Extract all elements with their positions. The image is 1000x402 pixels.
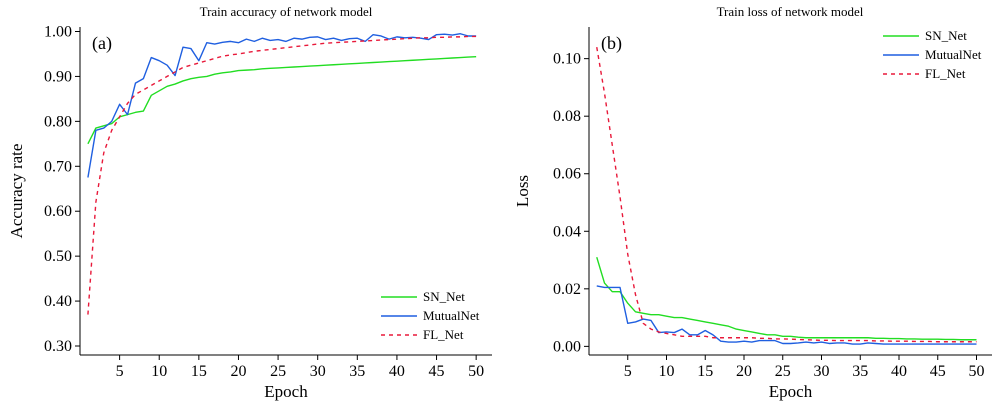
x-tick-label: 40 <box>891 363 907 380</box>
x-tick-label: 15 <box>697 363 713 380</box>
x-tick-label: 15 <box>191 363 207 380</box>
y-tick-label: 0.02 <box>553 281 581 298</box>
x-tick-label: 35 <box>349 363 365 380</box>
x-tick-label: 25 <box>270 363 286 380</box>
y-tick-label: 0.90 <box>44 68 72 85</box>
y-tick-label: 0.30 <box>44 338 72 355</box>
y-tick-label: 0.60 <box>44 203 72 220</box>
x-tick-label: 20 <box>736 363 752 380</box>
x-tick-label: 50 <box>468 363 484 380</box>
series-line-fl-net <box>87 35 477 315</box>
panel-label: (b) <box>601 33 622 54</box>
x-tick-label: 30 <box>310 363 326 380</box>
legend: SN_Net MutualNet FL_Net <box>381 289 480 342</box>
x-tick-label: 5 <box>116 363 124 380</box>
legend-label: FL_Net <box>925 66 966 81</box>
panel-label: (a) <box>92 33 112 54</box>
y-tick-label: 0.08 <box>553 108 581 125</box>
y-axis-label: Accuracy rate <box>7 144 26 239</box>
legend-label: MutualNet <box>925 47 982 62</box>
legend-label: SN_Net <box>423 289 465 304</box>
y-tick-label: 1.00 <box>44 23 72 40</box>
series-line-mutualnet <box>87 33 477 178</box>
legend-label: SN_Net <box>925 28 967 43</box>
x-tick-label: 35 <box>852 363 868 380</box>
y-axis-label: Loss <box>513 175 532 207</box>
x-tick-label: 10 <box>659 363 675 380</box>
series-line-sn-net <box>596 256 977 341</box>
y-tick-label: 0.80 <box>44 113 72 130</box>
x-tick-label: 20 <box>230 363 246 380</box>
x-tick-label: 10 <box>151 363 167 380</box>
series-line-sn-net <box>87 55 477 145</box>
y-tick-label: 0.50 <box>44 248 72 265</box>
x-tick-label: 45 <box>429 363 445 380</box>
x-tick-label: 40 <box>389 363 405 380</box>
x-tick-label: 30 <box>814 363 830 380</box>
chart-title: Train accuracy of network model <box>200 4 373 19</box>
x-tick-label: 5 <box>624 363 632 380</box>
legend-label: MutualNet <box>423 308 480 323</box>
y-tick-label: 0.06 <box>553 166 581 183</box>
chart-panel-2: 5 10 15 20 25 30 35 40 45 50 0.00 0.02 0.04 0.06 0.08 0… <box>513 4 992 401</box>
series-line-fl-net <box>596 47 977 343</box>
y-tick-label: 0.10 <box>553 51 581 68</box>
y-tick-label: 0.70 <box>44 158 72 175</box>
x-axis-label: Epoch <box>769 382 813 401</box>
x-tick-label: 45 <box>930 363 946 380</box>
chart-panel-1: 5 10 15 20 25 30 35 40 45 50 0.30 0.40 0.50 0.60 0.70 0… <box>7 4 492 401</box>
x-tick-label: 50 <box>969 363 985 380</box>
legend: SN_Net MutualNet FL_Net <box>883 28 982 81</box>
y-tick-label: 0.40 <box>44 293 72 310</box>
legend-label: FL_Net <box>423 327 464 342</box>
y-tick-label: 0.00 <box>553 338 581 355</box>
y-tick-label: 0.04 <box>553 223 581 240</box>
x-tick-label: 25 <box>775 363 791 380</box>
x-axis-label: Epoch <box>264 382 308 401</box>
chart-title: Train loss of network model <box>717 4 864 19</box>
